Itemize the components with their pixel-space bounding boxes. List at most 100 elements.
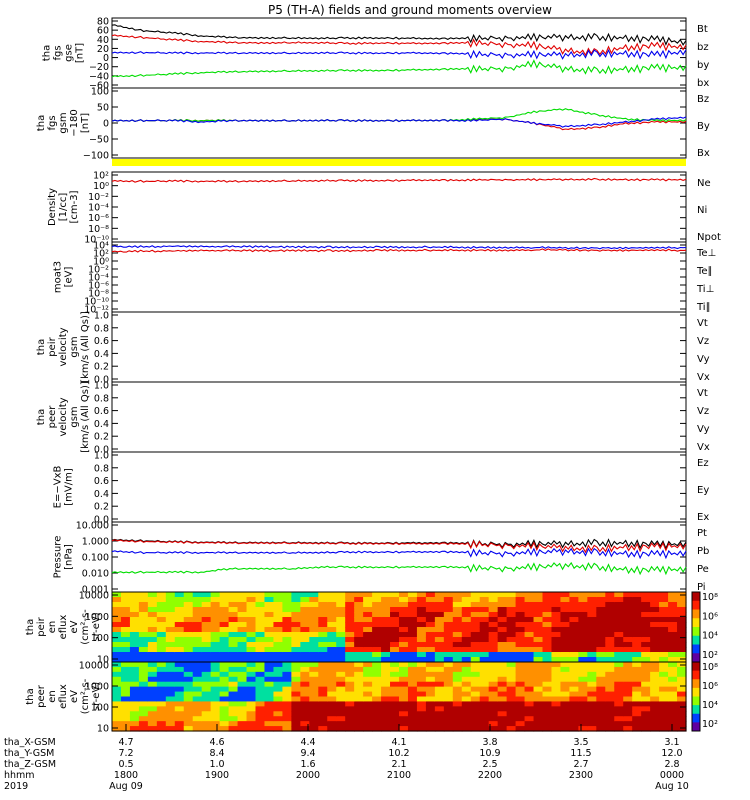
x-axis-value: 2000 xyxy=(296,770,320,781)
heatmap-cell xyxy=(327,617,337,623)
heatmap-cell xyxy=(479,637,490,643)
legend-entry: Ex xyxy=(697,512,709,523)
y-tick-label: 10000 xyxy=(79,591,109,602)
heatmap-cell xyxy=(336,666,346,673)
heatmap-cell xyxy=(156,716,167,722)
heatmap-cell xyxy=(363,666,373,673)
heatmap-cell xyxy=(506,612,517,618)
heatmap-cell xyxy=(183,657,194,663)
heatmap-cell xyxy=(255,681,266,688)
series-line-Bz xyxy=(111,118,687,131)
heatmap-cell xyxy=(425,681,436,688)
heatmap-cell xyxy=(300,696,310,703)
heatmap-cell xyxy=(345,637,355,643)
heatmap-cell xyxy=(578,647,588,653)
heatmap-cell xyxy=(632,607,642,613)
heatmap-cell xyxy=(623,647,633,653)
heatmap-cell xyxy=(192,662,203,668)
heatmap-cell xyxy=(318,666,328,673)
heatmap-cell xyxy=(650,627,660,633)
y-tick-label: 10² xyxy=(93,249,109,260)
heatmap-cell xyxy=(659,622,669,628)
heatmap-cell xyxy=(524,642,535,648)
heatmap-cell xyxy=(112,681,122,688)
heatmap-cell xyxy=(452,686,463,693)
heatmap-cell xyxy=(282,716,292,722)
heatmap-cell xyxy=(318,662,328,668)
heatmap-cell xyxy=(623,612,633,618)
heatmap-cell xyxy=(488,721,499,727)
heatmap-cell xyxy=(372,612,382,618)
heatmap-cell xyxy=(345,681,355,688)
heatmap-cell xyxy=(407,701,418,707)
heatmap-cell xyxy=(452,726,463,732)
heatmap-cell xyxy=(407,706,418,712)
heatmap-cell xyxy=(112,607,122,613)
heatmap-cell xyxy=(183,637,194,643)
panel-frame xyxy=(111,451,687,523)
heatmap-cell xyxy=(551,607,562,613)
y-tick-label: 10 xyxy=(97,724,109,735)
heatmap-cell xyxy=(228,642,239,648)
heatmap-cell xyxy=(623,676,633,683)
heatmap-cell xyxy=(381,706,391,712)
legend-entry: Te∥ xyxy=(696,266,713,277)
heatmap-cell xyxy=(174,607,185,613)
heatmap-cell xyxy=(165,597,176,603)
heatmap-cell xyxy=(129,597,140,603)
heatmap-cell xyxy=(381,627,391,633)
heatmap-cell xyxy=(479,701,490,707)
heatmap-cell xyxy=(587,716,597,722)
heatmap-cell xyxy=(309,602,319,608)
heatmap-cell xyxy=(318,711,328,717)
heatmap-cell xyxy=(255,607,266,613)
heatmap-cell xyxy=(336,602,346,608)
heatmap-cell xyxy=(255,666,266,673)
heatmap-cell xyxy=(479,671,490,678)
heatmap-cell xyxy=(569,642,579,648)
heatmap-cell xyxy=(147,666,158,673)
heatmap-cell xyxy=(506,617,517,623)
heatmap-cell xyxy=(201,607,212,613)
heatmap-cell xyxy=(542,632,553,638)
heatmap-cell xyxy=(632,666,642,673)
heatmap-cell xyxy=(569,632,579,638)
heatmap-cell xyxy=(273,637,284,643)
heatmap-cell xyxy=(291,642,301,648)
heatmap-cell xyxy=(623,627,633,633)
heatmap-cell xyxy=(578,602,588,608)
heatmap-cell xyxy=(596,716,606,722)
heatmap-cell xyxy=(470,627,481,633)
heatmap-cell xyxy=(569,696,579,703)
heatmap-cell xyxy=(578,716,588,722)
heatmap-cell xyxy=(183,721,194,727)
heatmap-cell xyxy=(147,642,158,648)
heatmap-cell xyxy=(156,647,167,653)
series-line-Te⊥ xyxy=(111,248,687,253)
heatmap-cell xyxy=(147,612,158,618)
heatmap-cell xyxy=(596,612,606,618)
heatmap-cell xyxy=(488,711,499,717)
heatmap-cell xyxy=(246,696,257,703)
heatmap-cell xyxy=(578,637,588,643)
y-axis-label-line: [nT] xyxy=(75,43,86,63)
heatmap-cell xyxy=(354,726,364,732)
y-axis-label-line: peir xyxy=(36,616,47,636)
heatmap-cell xyxy=(443,696,454,703)
heatmap-cell xyxy=(659,617,669,623)
heatmap-cell xyxy=(327,662,337,668)
y-axis-label-line: Pressure xyxy=(53,536,64,579)
heatmap-cell xyxy=(434,652,445,658)
heatmap-cell xyxy=(425,597,436,603)
heatmap-cell xyxy=(407,612,418,618)
heatmap-cell xyxy=(237,726,248,732)
heatmap-cell xyxy=(273,721,284,727)
heatmap-cell xyxy=(354,637,364,643)
heatmap-cell xyxy=(668,592,678,598)
heatmap-cell xyxy=(183,642,194,648)
heatmap-cell xyxy=(443,617,454,623)
heatmap-cell xyxy=(174,597,185,603)
heatmap-cell xyxy=(112,676,122,683)
panel-frame xyxy=(111,521,687,593)
heatmap-cell xyxy=(165,671,176,678)
